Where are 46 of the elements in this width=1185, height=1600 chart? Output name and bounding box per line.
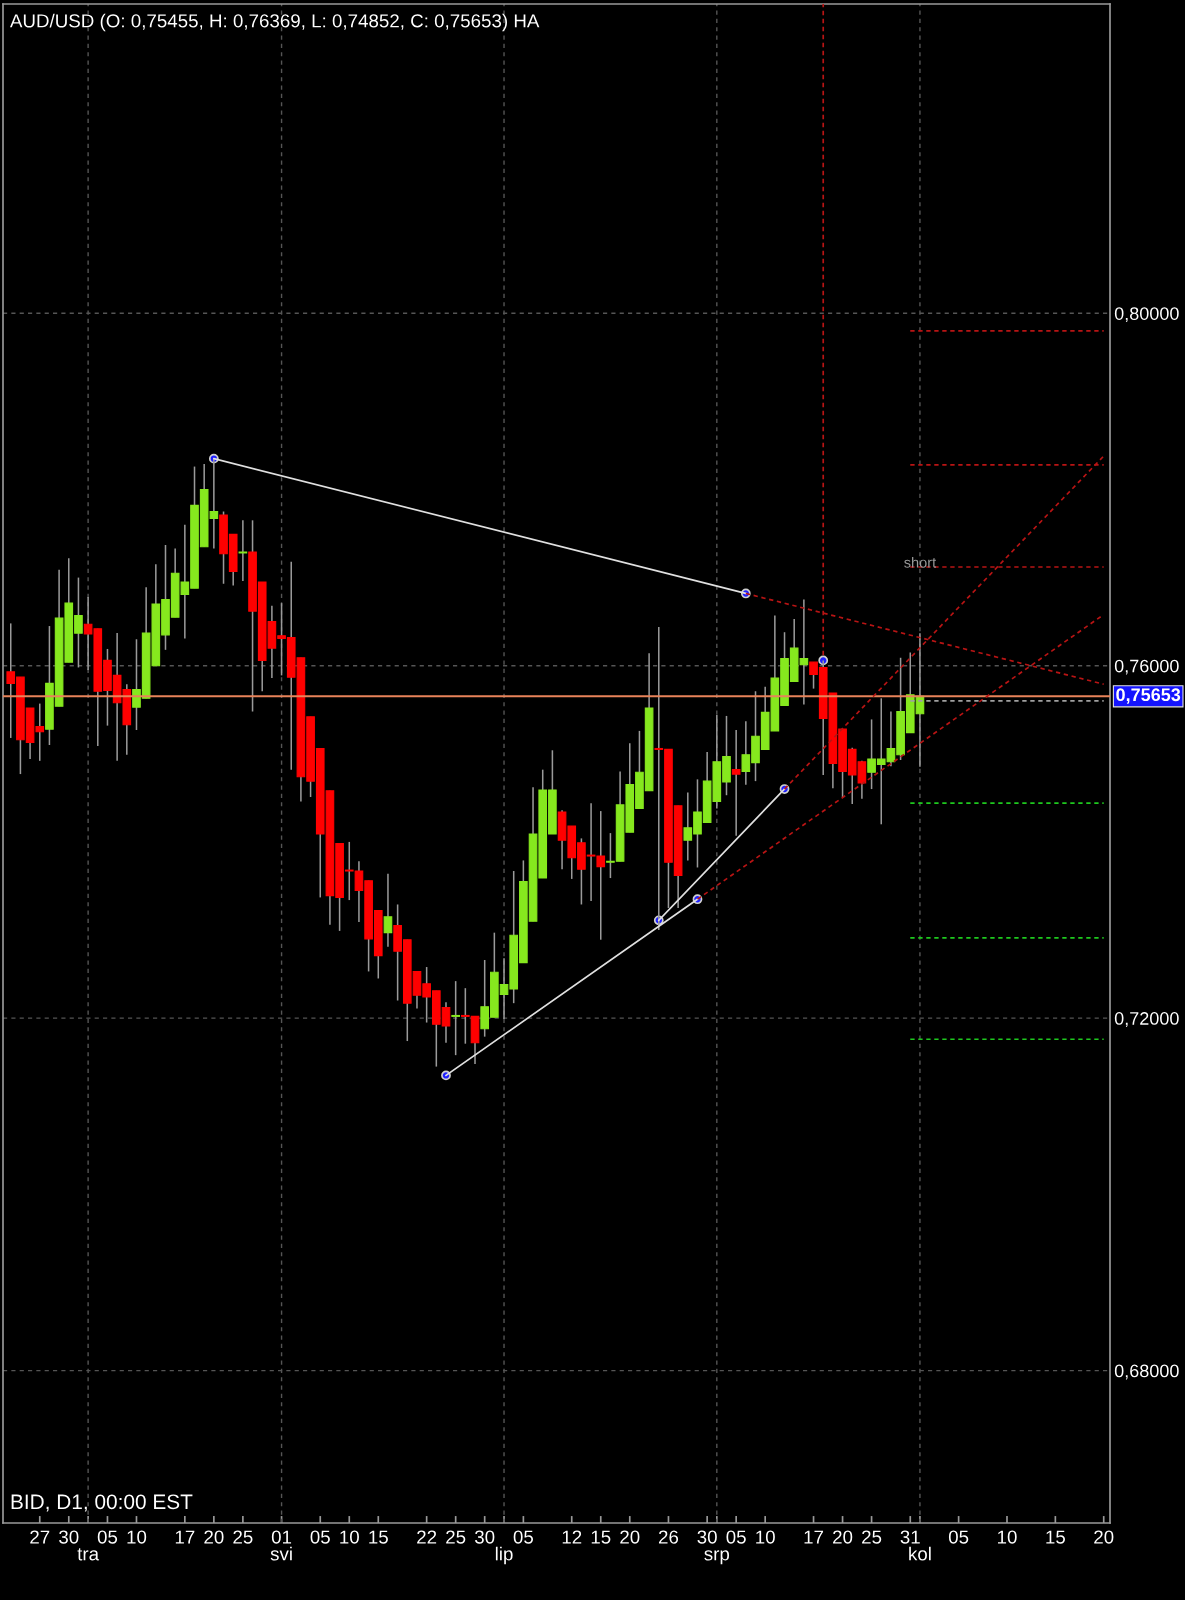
x-tick-label: 05 xyxy=(948,1530,969,1544)
x-tick-label: srp xyxy=(704,1550,730,1565)
x-tick-label: 12 xyxy=(562,1530,582,1544)
x-tick-label: 27 xyxy=(30,1530,50,1544)
y-tick-label: 0,80000 xyxy=(1114,307,1179,323)
x-tick-label: 15 xyxy=(1046,1530,1065,1544)
x-tick-label: 10 xyxy=(340,1530,359,1544)
x-tick-label: 15 xyxy=(369,1530,388,1544)
x-tick-label: 20 xyxy=(620,1530,640,1544)
x-tick-label: 20 xyxy=(1094,1530,1114,1544)
y-tick-label: 0,72000 xyxy=(1114,1012,1179,1027)
x-tick-label: 30 xyxy=(697,1530,717,1544)
x-tick-label: lip xyxy=(495,1546,513,1565)
x-tick-label: 10 xyxy=(997,1530,1017,1544)
annotation: short xyxy=(904,556,937,568)
x-tick-label: 31 xyxy=(900,1530,920,1544)
x-tick-label: 30 xyxy=(59,1530,79,1544)
x-tick-label: 20 xyxy=(833,1530,853,1544)
x-tick-label: 30 xyxy=(474,1530,495,1544)
x-tick-label: 10 xyxy=(127,1530,147,1544)
candlestick xyxy=(451,980,460,1056)
x-tick-label: 25 xyxy=(862,1530,882,1544)
x-tick-label: 05 xyxy=(513,1530,534,1544)
candlestick xyxy=(238,519,248,582)
x-tick-label: 17 xyxy=(175,1530,195,1544)
chart-title: AUD/USD (O: 0,75455, H: 0,76369, L: 0,74852, C: 0,75653) HA xyxy=(9,13,540,32)
x-tick-label: 10 xyxy=(756,1530,775,1544)
x-tick-label: kol xyxy=(909,1546,931,1561)
annotation: BID, D1, 00:00 EST xyxy=(11,1494,193,1512)
y-tick-label: 0,76000 xyxy=(1114,659,1179,675)
x-tick-label: 22 xyxy=(417,1530,437,1544)
x-tick-label: 05 xyxy=(726,1530,746,1544)
ref-line-label: 0,75653 xyxy=(1116,688,1181,704)
x-tick-label: 25 xyxy=(446,1530,466,1544)
candlestick xyxy=(383,872,393,948)
x-tick-label: 15 xyxy=(591,1530,611,1544)
x-tick-label: 20 xyxy=(204,1530,224,1544)
x-tick-label: 17 xyxy=(804,1530,824,1544)
candlestick xyxy=(731,729,741,837)
x-tick-label: 25 xyxy=(233,1530,253,1544)
x-tick-label: 01 svi xyxy=(270,1530,292,1561)
x-tick-label: 05 xyxy=(97,1530,118,1544)
x-tick-label: 26 xyxy=(658,1530,679,1544)
y-tick-label: 0,68000 xyxy=(1114,1364,1179,1380)
x-tick-label: tra xyxy=(77,1548,100,1561)
x-tick-label: 05 xyxy=(310,1530,330,1544)
